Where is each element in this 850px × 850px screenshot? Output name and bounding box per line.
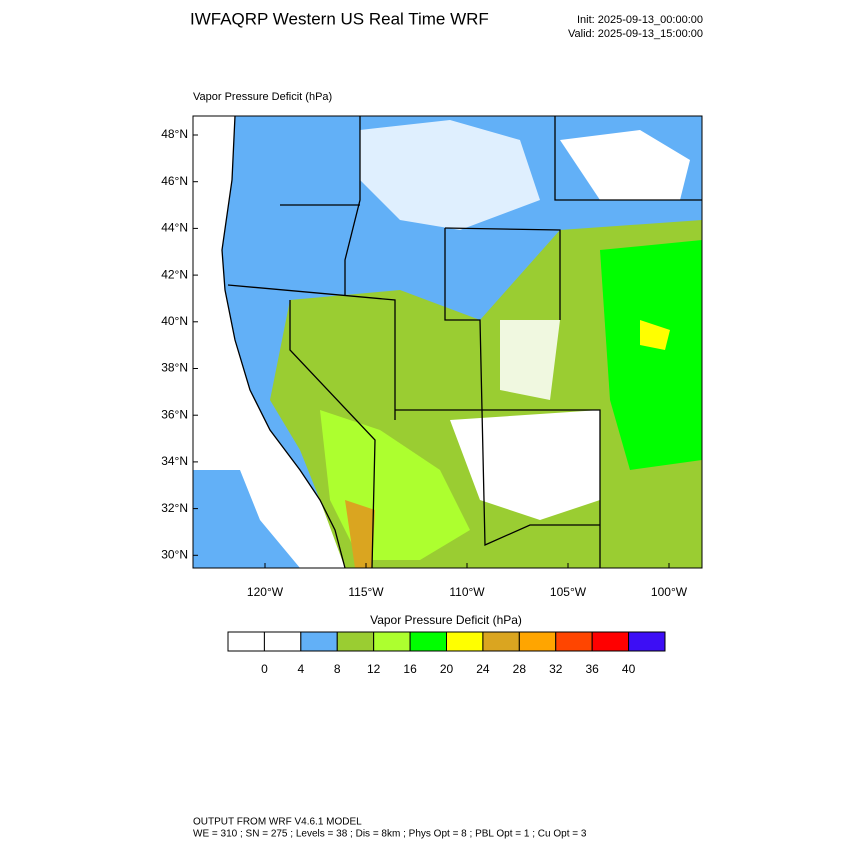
footer-line: WE = 310 ; SN = 275 ; Levels = 38 ; Dis … [193,829,587,840]
lat-label: 42°N [161,267,188,281]
lat-label: 30°N [161,547,188,561]
color-box [628,631,666,652]
colorbar: 0 4 8 12 16 20 24 28 32 36 40 [227,631,666,676]
lon-label: 110°W [449,585,485,599]
lat-label: 40°N [161,314,188,328]
colorbar-label: 32 [549,662,563,676]
colorbar-label: 24 [476,662,490,676]
map-label: Vapor Pressure Deficit (hPa) [193,91,332,103]
lat-label: 46°N [161,174,188,188]
color-box [300,631,338,652]
colorbar-label: 16 [403,662,417,676]
init-time: Init: 2025-09-13_00:00:00 [577,14,703,26]
color-box [555,631,593,652]
colorbar-label: 40 [622,662,636,676]
colorbar-title: Vapor Pressure Deficit (hPa) [370,613,522,627]
color-box [409,631,448,652]
color-box [591,631,630,652]
lat-label: 32°N [161,501,188,515]
colorbar-label: 0 [261,662,268,676]
color-box [336,631,375,652]
map [192,115,703,569]
colorbar-label: 8 [334,662,341,676]
colorbar-label: 12 [367,662,381,676]
color-box [518,631,557,652]
lon-label: 105°W [550,585,587,599]
colorbar-label: 28 [513,662,527,676]
lon-label: 100°W [651,585,688,599]
color-box [373,631,411,652]
valid-time: Valid: 2025-09-13_15:00:00 [568,28,703,40]
color-box [227,631,265,652]
lat-label: 44°N [161,221,188,235]
colorbar-label: 36 [585,662,599,676]
footer-line: OUTPUT FROM WRF V4.6.1 MODEL [193,817,362,828]
color-box [482,631,520,652]
lat-label: 38°N [161,361,188,375]
colorbar-label: 20 [440,662,454,676]
lat-label: 34°N [161,454,188,468]
lat-label: 48°N [161,127,188,141]
lon-label: 120°W [247,585,284,599]
map-ticks: 48°N 46°N 44°N 42°N 40°N 38°N 36°N 34°N 32°N 30°N… [161,127,688,599]
lat-label: 36°N [161,407,188,421]
lon-label: 115°W [348,585,384,599]
color-box [446,631,484,652]
title: IWFAQRP Western US Real Time WRF [190,9,489,28]
colorbar-label: 4 [297,662,304,676]
color-box [263,631,302,652]
